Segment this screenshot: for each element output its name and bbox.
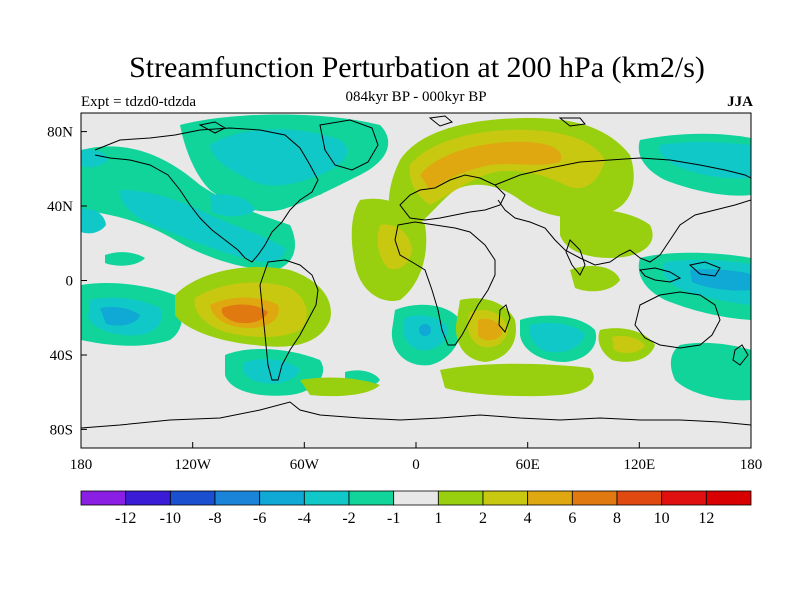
lon-label-120e: 120E [623, 457, 655, 473]
lon-label-60e: 60E [516, 457, 540, 473]
colorbar [80, 490, 752, 506]
colorbar-box [571, 490, 618, 506]
colorbar-box [303, 490, 350, 506]
lon-label-60w: 60W [290, 457, 320, 473]
colorbar-label: 2 [479, 510, 487, 527]
colorbar-label: 4 [524, 510, 532, 527]
colorbar-label: 12 [698, 510, 714, 527]
lat-label-0: 0 [66, 274, 74, 290]
positive-anomaly-regions [175, 118, 655, 397]
colorbar-box [437, 490, 484, 506]
colorbar-box [705, 490, 752, 506]
colorbar-label: -2 [342, 510, 355, 527]
colorbar-box [527, 490, 573, 506]
season-label: JJA [727, 94, 753, 110]
colorbar-labels: -12 -10 -8 -6 -4 -2 -1 1 2 4 6 8 10 12 [115, 510, 714, 527]
colorbar-label: -10 [160, 510, 181, 527]
colorbar-box [482, 490, 529, 506]
colorbar-label: 8 [613, 510, 621, 527]
latitude-labels: 80N 40N 0 40S 80S [47, 125, 73, 439]
lat-label-80s: 80S [50, 423, 73, 439]
colorbar-label: -1 [387, 510, 400, 527]
colorbar-label: 10 [654, 510, 670, 527]
colorbar-label: -6 [253, 510, 266, 527]
colorbar-box [661, 490, 707, 506]
colorbar-box [125, 490, 171, 506]
map-panel [81, 113, 751, 448]
colorbar-label: 6 [568, 510, 576, 527]
lat-label-80n: 80N [47, 125, 73, 141]
colorbar-label: -4 [298, 510, 311, 527]
longitude-labels: 180 120W 60W 0 60E 120E 180 [70, 457, 763, 473]
negative-anomaly-regions [81, 114, 751, 401]
lon-label-180e: 180 [740, 457, 763, 473]
lat-label-40s: 40S [50, 348, 73, 364]
coastlines [81, 115, 751, 429]
lon-label-180w: 180 [70, 457, 93, 473]
plot-subtitle: 084kyr BP - 000kyr BP [345, 89, 487, 105]
lon-label-0: 0 [412, 457, 420, 473]
lat-label-40n: 40N [47, 199, 73, 215]
colorbar-box [214, 490, 261, 506]
lon-label-120w: 120W [174, 457, 212, 473]
colorbar-label: 1 [434, 510, 442, 527]
colorbar-label: -8 [208, 510, 221, 527]
map-ticks [80, 131, 752, 448]
experiment-label: Expt = tdzd0-tdzda [81, 94, 197, 110]
colorbar-label: -12 [115, 510, 136, 527]
colorbar-box [259, 490, 305, 506]
colorbar-box [169, 490, 216, 506]
colorbar-box [348, 490, 395, 506]
plot-title: Streamfunction Perturbation at 200 hPa (… [129, 51, 705, 84]
colorbar-box [616, 490, 663, 506]
colorbar-box [80, 490, 127, 506]
colorbar-box [393, 490, 439, 506]
